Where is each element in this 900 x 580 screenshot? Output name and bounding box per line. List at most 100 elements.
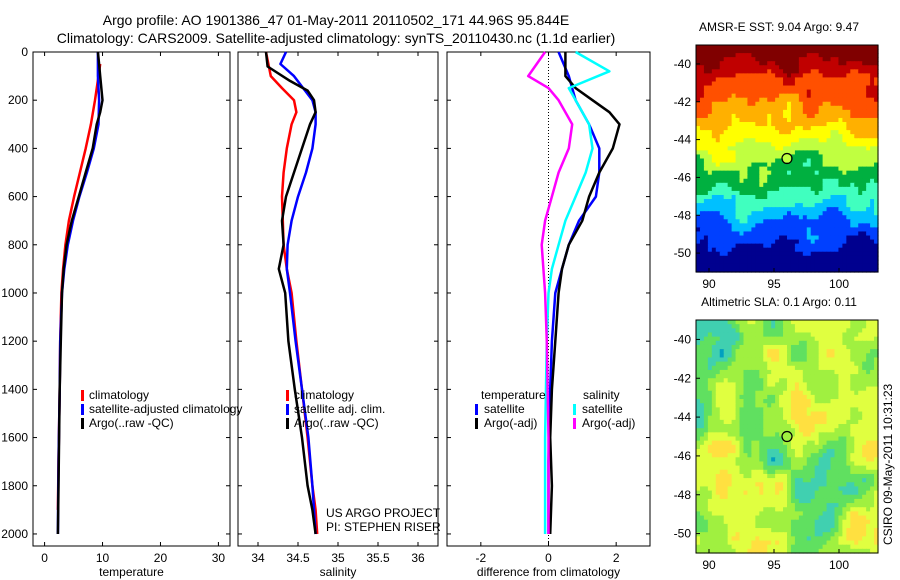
heatmap-cell	[715, 515, 721, 521]
heatmap-cell	[850, 199, 855, 204]
heatmap-cell	[790, 328, 796, 334]
heatmap-cell	[715, 231, 721, 237]
heatmap-cell	[771, 166, 776, 172]
heatmap-cell	[814, 340, 820, 346]
heatmap-cell	[822, 142, 828, 147]
heatmap-cell	[751, 251, 756, 257]
heatmap-cell	[874, 378, 879, 384]
heatmap-cell	[763, 336, 768, 342]
heatmap-cell	[866, 382, 871, 388]
heatmap-cell	[731, 65, 737, 70]
heatmap-cell	[826, 69, 832, 74]
heatmap-cell	[874, 97, 879, 103]
heatmap-cell	[818, 223, 824, 229]
heatmap-cell	[834, 81, 840, 87]
heatmap-cell	[798, 507, 804, 512]
heatmap-cell	[727, 469, 733, 475]
heatmap-cell	[822, 178, 828, 184]
heatmap-cell	[719, 498, 725, 504]
heatmap-cell	[866, 378, 871, 384]
heatmap-cell	[822, 150, 828, 156]
x-tick-label: 20	[154, 551, 168, 565]
heatmap-cell	[838, 247, 843, 253]
heatmap-cell	[790, 428, 796, 433]
heatmap-cell	[854, 486, 859, 492]
heatmap-cell	[763, 194, 768, 200]
heatmap-cell	[775, 219, 780, 224]
heatmap-cell	[818, 453, 824, 458]
heatmap-cell	[822, 101, 828, 107]
heatmap-cell	[723, 49, 729, 54]
heatmap-cell	[874, 267, 879, 273]
heatmap-cell	[723, 411, 729, 417]
heatmap-cell	[779, 247, 784, 253]
heatmap-cell	[846, 194, 851, 200]
heatmap-cell	[802, 457, 808, 463]
heatmap-cell	[715, 424, 721, 429]
heatmap-cell	[842, 243, 847, 249]
heatmap-cell	[763, 428, 768, 433]
heatmap-cell	[818, 61, 824, 66]
heatmap-cell	[806, 432, 812, 438]
heatmap-cell	[810, 170, 816, 176]
heatmap-cell	[771, 353, 776, 359]
heatmap-cell	[870, 382, 875, 388]
heatmap-cell	[822, 77, 828, 83]
heatmap-cell	[798, 57, 804, 62]
heatmap-cell	[830, 382, 836, 388]
heatmap-cell	[771, 440, 776, 446]
heatmap-cell	[798, 444, 804, 450]
heatmap-cell	[743, 469, 749, 475]
heatmap-cell	[806, 486, 812, 492]
heatmap-cell	[787, 263, 792, 269]
heatmap-cell	[783, 117, 788, 123]
heatmap-cell	[783, 182, 788, 188]
heatmap-cell	[763, 494, 768, 500]
heatmap-cell	[838, 178, 843, 184]
heatmap-cell	[731, 444, 737, 450]
heatmap-cell	[755, 469, 760, 475]
heatmap-cell	[779, 203, 784, 208]
heatmap-cell	[783, 166, 788, 172]
heatmap-cell	[759, 440, 764, 446]
heatmap-cell	[806, 194, 812, 200]
heatmap-cell	[818, 190, 824, 196]
heatmap-cell	[696, 482, 701, 488]
heatmap-cell	[846, 403, 851, 408]
heatmap-cell	[810, 411, 816, 417]
heatmap-cell	[739, 65, 745, 70]
heatmap-cell	[707, 357, 713, 363]
heatmap-cell	[866, 482, 871, 488]
heatmap-cell	[874, 428, 879, 433]
heatmap-cell	[743, 49, 749, 54]
heatmap-cell	[846, 243, 851, 249]
heatmap-cell	[846, 211, 851, 216]
heatmap-cell	[858, 158, 863, 164]
heatmap-cell	[822, 357, 828, 363]
heatmap-cell	[842, 424, 847, 429]
heatmap-cell	[862, 73, 867, 79]
heatmap-cell	[731, 411, 737, 417]
heatmap-cell	[802, 440, 808, 446]
heatmap-cell	[874, 340, 879, 346]
heatmap-cell	[870, 134, 875, 139]
heatmap-cell	[818, 211, 824, 216]
heatmap-cell	[759, 227, 764, 233]
heatmap-cell	[846, 490, 851, 496]
heatmap-cell	[862, 407, 867, 413]
heatmap-cell	[850, 415, 855, 421]
heatmap-cell	[858, 482, 863, 488]
heatmap-cell	[755, 432, 760, 438]
heatmap-cell	[707, 109, 713, 115]
heatmap-cell	[794, 235, 800, 241]
heatmap-cell	[783, 235, 788, 241]
heatmap-cell	[759, 251, 764, 257]
heatmap-cell	[806, 498, 812, 504]
heatmap-cell	[818, 227, 824, 233]
heatmap-cell	[715, 478, 721, 483]
heatmap-cell	[699, 231, 705, 237]
heatmap-cell	[806, 444, 812, 450]
heatmap-cell	[783, 109, 788, 115]
heatmap-cell	[771, 126, 776, 131]
heatmap-cell	[699, 349, 705, 354]
